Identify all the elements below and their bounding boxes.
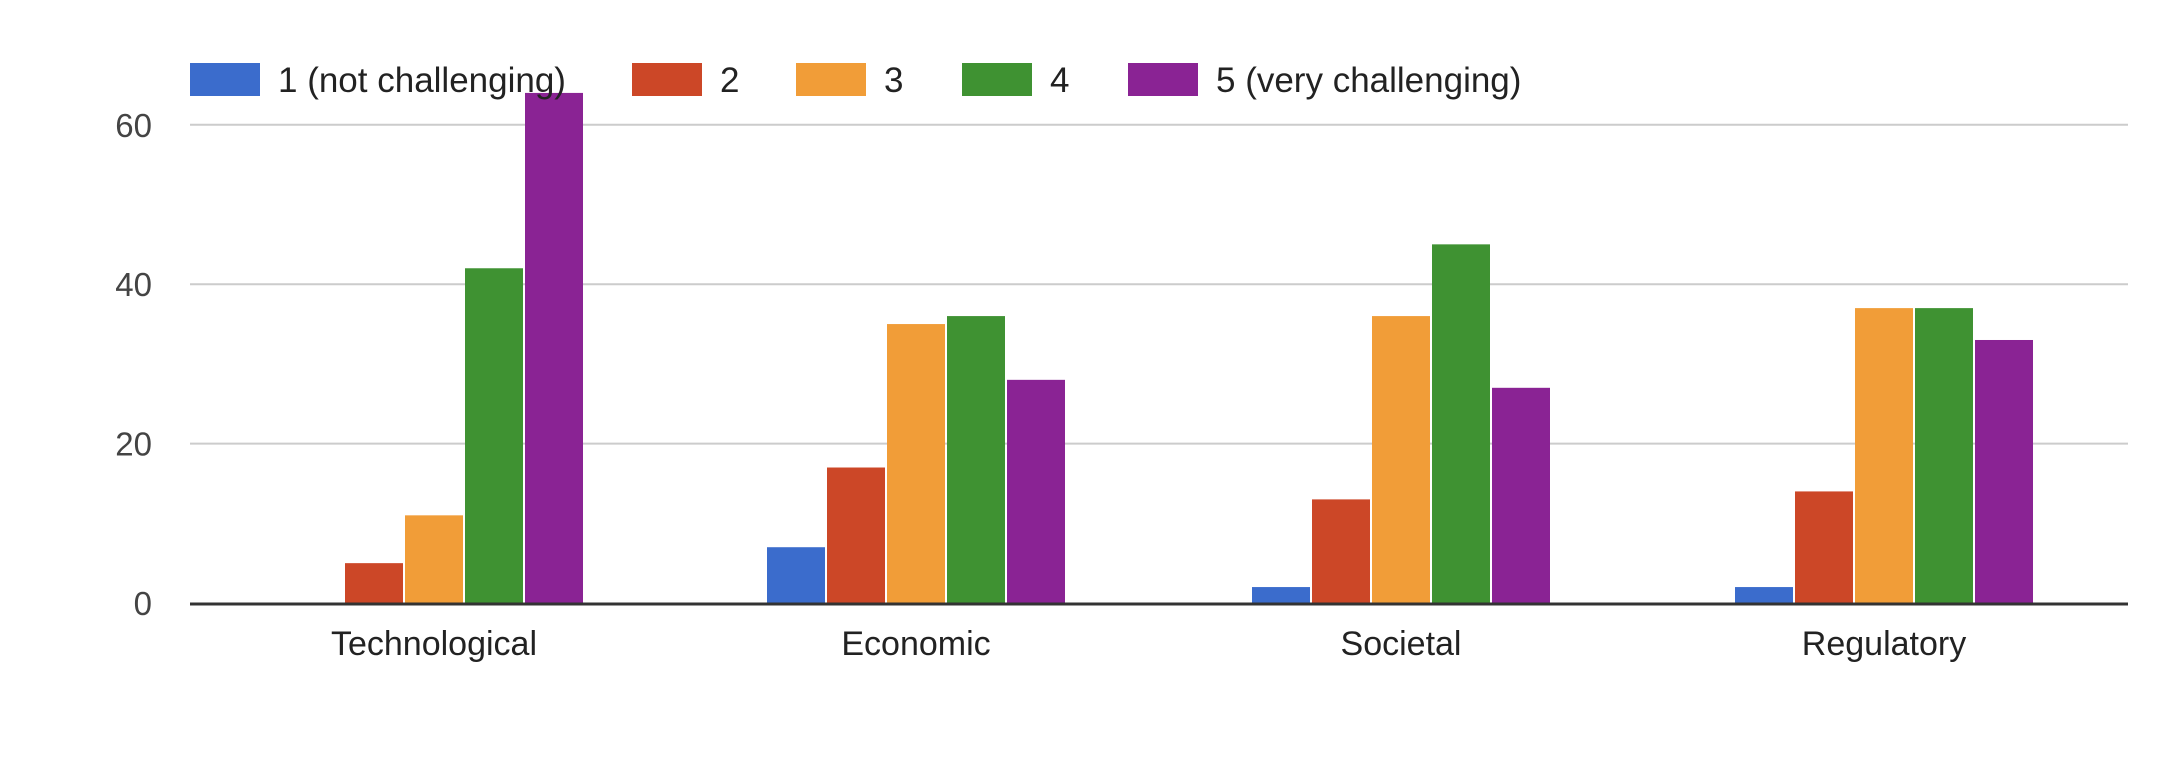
bar-2-economic (827, 467, 885, 603)
x-tick-label: Regulatory (1802, 625, 1966, 663)
x-tick-label: Societal (1341, 625, 1462, 663)
bar-1-regulatory (1735, 587, 1793, 603)
legend-swatch (632, 63, 702, 96)
y-tick-label: 0 (134, 585, 152, 622)
axes: 0 20 40 60 Technological Economic Societal Regu… (115, 107, 2128, 663)
y-tick-label: 20 (115, 426, 152, 463)
legend-label: 5 (very challenging) (1216, 61, 1521, 100)
x-tick-label: Technological (331, 625, 537, 663)
legend-label: 3 (884, 61, 903, 100)
legend-label: 2 (720, 61, 739, 100)
bar-5-economic (1007, 379, 1065, 603)
legend-label: 4 (1050, 61, 1069, 100)
legend-swatch (190, 63, 260, 96)
y-tick-label: 40 (115, 266, 152, 303)
bar-3-economic (887, 324, 945, 603)
bars (345, 92, 2033, 604)
bar-1-societal (1252, 587, 1310, 603)
bar-2-regulatory (1795, 491, 1853, 603)
bar-4-economic (947, 316, 1005, 603)
bar-2-technological (345, 563, 403, 603)
bar-5-technological (525, 92, 583, 604)
bar-1-economic (767, 547, 825, 603)
legend-swatch (962, 63, 1032, 96)
bar-5-regulatory (1975, 339, 2033, 603)
legend-swatch (796, 63, 866, 96)
bar-2-societal (1312, 499, 1370, 603)
bar-4-regulatory (1915, 308, 1973, 603)
legend: 1 (not challenging) 2 3 4 5 (very challengin… (190, 61, 1521, 100)
legend-swatch (1128, 63, 1198, 96)
bar-3-societal (1372, 316, 1430, 603)
bar-4-technological (465, 268, 523, 603)
y-tick-label: 60 (115, 107, 152, 144)
bar-3-regulatory (1855, 308, 1913, 603)
bar-3-technological (405, 515, 463, 603)
bar-4-societal (1432, 244, 1490, 603)
bar-5-societal (1492, 387, 1550, 603)
x-tick-label: Economic (841, 625, 990, 663)
legend-label: 1 (not challenging) (278, 61, 566, 100)
